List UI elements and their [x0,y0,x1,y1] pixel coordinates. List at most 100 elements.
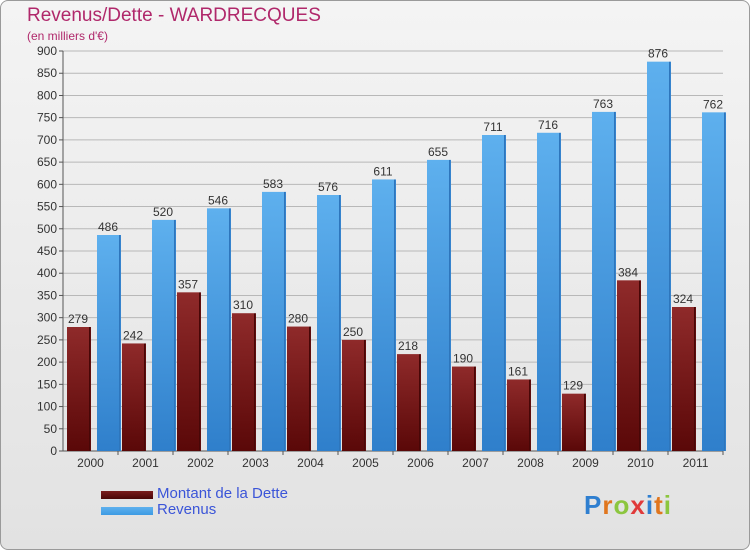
data-label-revenue: 576 [318,180,338,194]
bar-debt-side [584,393,586,451]
x-tick-label: 2008 [517,456,544,470]
bar-debt-side [529,379,531,451]
data-label-debt: 250 [343,325,363,339]
data-label-revenue: 716 [538,118,558,132]
data-label-revenue: 711 [483,120,502,134]
y-tick-label: 800 [37,88,57,102]
bar-revenue [372,179,394,451]
data-label-revenue: 611 [373,164,392,178]
y-tick-label: 50 [44,422,58,436]
bar-revenue-side [449,159,451,451]
bar-debt [177,292,199,451]
x-tick-label: 2001 [132,456,159,470]
bar-revenue [207,208,229,451]
data-label-revenue: 583 [263,177,283,191]
y-tick-label: 900 [37,44,57,58]
x-tick-label: 2002 [187,456,214,470]
x-tick-label: 2011 [683,456,709,470]
bar-debt [342,339,364,451]
y-tick-label: 650 [37,155,57,169]
data-label-revenue: 520 [153,205,173,219]
bar-debt [672,307,694,451]
y-tick-label: 0 [50,444,57,458]
y-tick-label: 300 [37,311,57,325]
bar-revenue [647,61,669,452]
y-tick-label: 600 [37,177,57,191]
data-label-revenue: 876 [648,47,668,61]
x-tick-label: 2004 [297,456,324,470]
bar-debt-side [309,326,311,451]
bar-debt [562,393,584,451]
logo-letter: P [584,490,603,520]
bar-revenue-side [724,112,726,451]
bar-debt [287,326,309,451]
data-label-debt: 310 [233,298,253,312]
bar-revenue-side [119,235,121,451]
chart-subtitle: (en milliers d'€) [27,29,108,43]
bar-debt-side [144,343,146,451]
data-label-revenue: 762 [703,97,723,111]
bar-debt-side [89,327,91,451]
logo-letter: x [630,490,646,520]
bar-debt-side [254,313,256,451]
y-tick-label: 350 [37,288,57,302]
bar-revenue-side [504,135,506,451]
bar-revenue-side [284,191,286,451]
data-label-debt: 242 [123,328,143,342]
bar-revenue-side [559,132,561,451]
y-tick-label: 150 [37,377,57,391]
bar-debt-side [199,292,201,451]
bar-debt-side [364,339,366,451]
y-tick-label: 750 [37,111,57,125]
bar-debt [67,327,89,451]
x-tick-label: 2000 [77,456,104,470]
bar-revenue [427,159,449,451]
proxiti-logo: Proxiti [584,490,672,521]
logo-letter: t [654,490,664,520]
bar-debt-side [419,354,421,451]
data-label-revenue: 655 [428,145,448,159]
data-label-debt: 279 [68,312,88,326]
y-tick-label: 250 [37,333,57,347]
bar-revenue-side [229,208,231,451]
x-tick-label: 2009 [572,456,599,470]
legend-swatch-debt [101,491,153,499]
bar-revenue-side [339,195,341,451]
chart-title: Revenus/Dette - WARDRECQUES [27,5,321,26]
data-label-debt: 218 [398,339,418,353]
data-label-debt: 129 [563,379,583,393]
bar-debt [232,313,254,451]
bar-revenue [317,195,339,451]
bar-revenue-side [614,111,616,451]
bar-debt-side [694,307,696,451]
data-label-debt: 190 [453,352,473,366]
data-label-debt: 324 [673,292,693,306]
bar-revenue [482,135,504,451]
x-tick-label: 2006 [407,456,434,470]
y-tick-label: 500 [37,222,57,236]
x-tick-label: 2005 [352,456,379,470]
data-label-debt: 161 [508,364,528,378]
bar-revenue [97,235,119,451]
legend-label-debt: Montant de la Dette [157,485,288,502]
y-tick-label: 700 [37,133,57,147]
bar-revenue [702,112,724,451]
bar-debt [452,366,474,451]
y-tick-label: 450 [37,244,57,258]
bar-debt-side [474,366,476,451]
y-tick-label: 550 [37,200,57,214]
logo-letter: r [602,490,614,520]
x-tick-label: 2003 [242,456,269,470]
y-tick-label: 850 [37,66,57,80]
data-label-revenue: 763 [593,97,613,111]
data-label-debt: 384 [618,265,638,279]
bar-debt [617,280,639,451]
y-tick-label: 200 [37,355,57,369]
bar-revenue [152,219,174,451]
bar-debt [122,343,144,451]
logo-letter: i [645,490,655,520]
legend-swatch-revenue [101,507,153,515]
data-label-debt: 280 [288,312,308,326]
